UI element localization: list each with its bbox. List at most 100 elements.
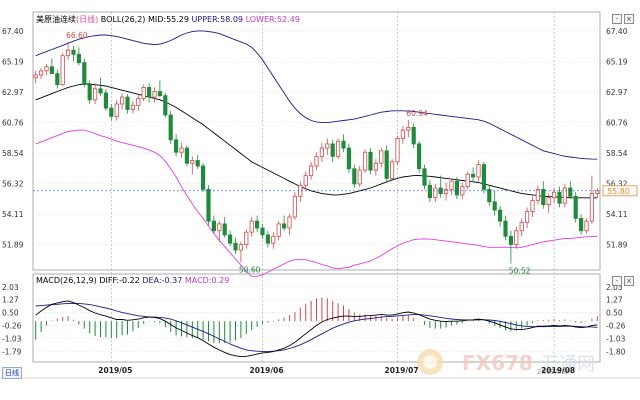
- candle-body: [168, 114, 173, 141]
- candle-body: [141, 87, 146, 99]
- candle-body: [109, 107, 114, 117]
- watermark-brand: FX678: [462, 351, 533, 375]
- candle-body: [60, 55, 65, 86]
- candle-body: [195, 160, 200, 167]
- candle-body: [233, 242, 238, 251]
- price-tick-left: 62.97: [2, 88, 24, 97]
- price-header: 美原油连续(日线) BOLL(26,2) MID:55.29 UPPER:58.…: [36, 14, 300, 25]
- macd-tick-right: -1.80: [606, 347, 626, 356]
- price-tick-right: 60.76: [606, 118, 628, 127]
- candle-body: [303, 175, 308, 186]
- candle-body: [465, 173, 470, 188]
- candle-body: [33, 74, 38, 79]
- price-tick-right: 58.54: [606, 149, 628, 158]
- close-button[interactable]: ×: [624, 14, 634, 24]
- candle-body: [114, 103, 119, 117]
- watermark-date: 2019/08/: [537, 368, 569, 376]
- price-tick-left: 67.40: [2, 27, 24, 36]
- candle-body: [422, 168, 427, 186]
- macd-tick-left: -1.03: [2, 335, 22, 344]
- candle-body: [363, 151, 368, 171]
- macd-tick-right: 1.27: [606, 296, 623, 305]
- candle-body: [562, 187, 567, 204]
- period-button[interactable]: 日线: [2, 367, 22, 379]
- candle-body: [525, 211, 530, 223]
- candle-body: [249, 220, 254, 233]
- macd-tick-left: -1.79: [2, 347, 22, 356]
- candle-body: [330, 143, 335, 157]
- candle-body: [346, 147, 351, 170]
- current-price-box: [602, 185, 638, 197]
- candle-body: [174, 139, 179, 153]
- candle-body: [103, 92, 108, 109]
- macd-tick-left: 2.03: [2, 283, 19, 292]
- date-tick: 2019/08: [541, 366, 575, 375]
- candle-body: [379, 150, 384, 164]
- macd-dea-line: [35, 302, 598, 353]
- candle-body: [93, 88, 98, 101]
- price-annotation: 66.60: [66, 31, 88, 40]
- price-tick-left: 51.89: [2, 241, 24, 250]
- boll-mid-value: MID:55.29: [147, 15, 189, 24]
- macd-diff-value: DIFF:-0.22: [99, 276, 140, 285]
- candle-body: [163, 95, 168, 116]
- candle-body: [55, 73, 60, 86]
- macd-minimize-button[interactable]: -: [612, 276, 622, 286]
- candle-body: [87, 84, 92, 101]
- macd-close-button[interactable]: ×: [624, 276, 634, 286]
- candle-body: [411, 126, 416, 145]
- candle-body: [400, 129, 405, 139]
- boll-indicator: BOLL(26,2): [100, 15, 146, 24]
- candle-body: [260, 227, 265, 236]
- candle-body: [152, 91, 157, 98]
- price-tick-right: 62.97: [606, 88, 628, 97]
- candle-body: [373, 162, 378, 171]
- bollinger-bands: [35, 30, 598, 277]
- candle-body: [492, 201, 497, 211]
- candle-body: [190, 160, 195, 164]
- candle-body: [519, 222, 524, 232]
- minimize-button[interactable]: -: [612, 14, 622, 24]
- instrument-name: 美原油连续: [36, 15, 76, 24]
- current-price-label: 55.80: [607, 187, 630, 196]
- candle-body: [589, 193, 594, 222]
- candle-body: [179, 147, 184, 153]
- candle-body: [319, 147, 324, 157]
- candle-body: [584, 220, 589, 232]
- candle-body: [595, 190, 600, 194]
- axis-labels: 67.40 67.40 65.19 65.19 62.97 62.97 60.76 60.76…: [2, 27, 628, 375]
- candle-body: [217, 223, 222, 232]
- candle-body: [49, 66, 54, 75]
- price-annotations: 66.60 50.60 60.94 50.52: [66, 31, 530, 276]
- date-tick: 2019/07: [385, 366, 419, 375]
- candle-body: [433, 187, 438, 199]
- date-tick: 2019/06: [250, 366, 284, 375]
- candle-body: [255, 220, 260, 229]
- macd-tick-right: -0.26: [606, 322, 626, 331]
- candle-body: [552, 191, 557, 199]
- candle-body: [244, 231, 249, 245]
- candle-body: [76, 53, 81, 63]
- candle-body: [282, 223, 287, 229]
- macd-tick-left: -0.26: [2, 322, 22, 331]
- price-tick-left: 56.32: [2, 180, 24, 189]
- macd-tick-left: 1.27: [2, 296, 19, 305]
- candle-body: [514, 230, 519, 245]
- candle-body: [136, 98, 141, 106]
- watermark-brand-cn: 汇通网: [541, 354, 595, 375]
- candle-body: [573, 195, 578, 219]
- candle-body: [314, 155, 319, 167]
- candle-body: [357, 169, 362, 185]
- candle-body: [228, 234, 233, 244]
- candle-body: [325, 143, 330, 149]
- macd-tick-right: -1.03: [606, 335, 626, 344]
- candle-body: [184, 147, 189, 164]
- candle-body: [120, 96, 125, 105]
- candle-body: [454, 180, 459, 196]
- candle-body: [368, 151, 373, 171]
- candle-body: [508, 235, 513, 245]
- boll-lower-value: LOWER:52.49: [245, 15, 300, 24]
- candle-body: [546, 197, 551, 205]
- macd-header: MACD(26,12,9) DIFF:-0.22 DEA:-0.37 MACD:…: [36, 276, 229, 285]
